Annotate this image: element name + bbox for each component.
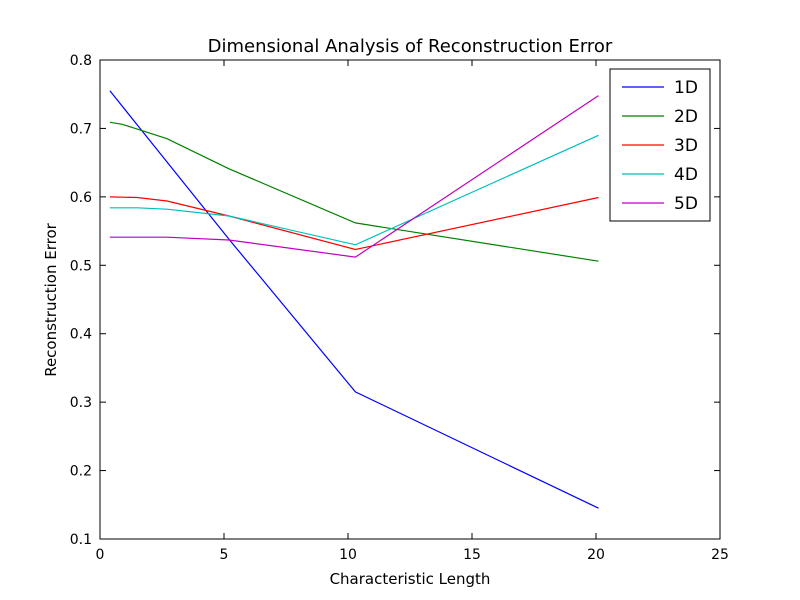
x-tick-label: 20	[587, 547, 605, 563]
series-layer	[110, 91, 599, 508]
series-line-2d	[110, 122, 599, 261]
series-line-3d	[110, 197, 599, 250]
x-tick-label: 25	[711, 547, 729, 563]
y-tick-label: 0.3	[70, 395, 92, 411]
series-line-4d	[110, 135, 599, 245]
legend-label-4d: 4D	[674, 165, 698, 185]
y-axis-label: Reconstruction Error	[42, 222, 60, 376]
y-tick-label: 0.8	[70, 53, 92, 69]
legend-label-1d: 1D	[674, 78, 698, 98]
series-line-1d	[110, 91, 599, 508]
y-tick-label: 0.1	[70, 532, 92, 548]
legend-label-2d: 2D	[674, 107, 698, 127]
x-tick-label: 0	[96, 547, 105, 563]
x-tick-label: 10	[339, 547, 357, 563]
y-tick-label: 0.5	[70, 258, 92, 274]
y-tick-label: 0.7	[70, 121, 92, 137]
x-tick-label: 15	[463, 547, 481, 563]
series-line-5d	[110, 96, 599, 258]
x-tick-label: 5	[220, 547, 229, 563]
legend-label-5d: 5D	[674, 194, 698, 214]
y-tick-label: 0.2	[70, 464, 92, 480]
y-tick-label: 0.6	[70, 190, 92, 206]
chart-title: Dimensional Analysis of Reconstruction E…	[208, 36, 613, 57]
legend-label-3d: 3D	[674, 136, 698, 156]
y-tick-label: 0.4	[70, 327, 92, 343]
x-axis-label: Characteristic Length	[330, 570, 491, 588]
legend: 1D 2D 3D 4D 5D	[610, 69, 710, 221]
